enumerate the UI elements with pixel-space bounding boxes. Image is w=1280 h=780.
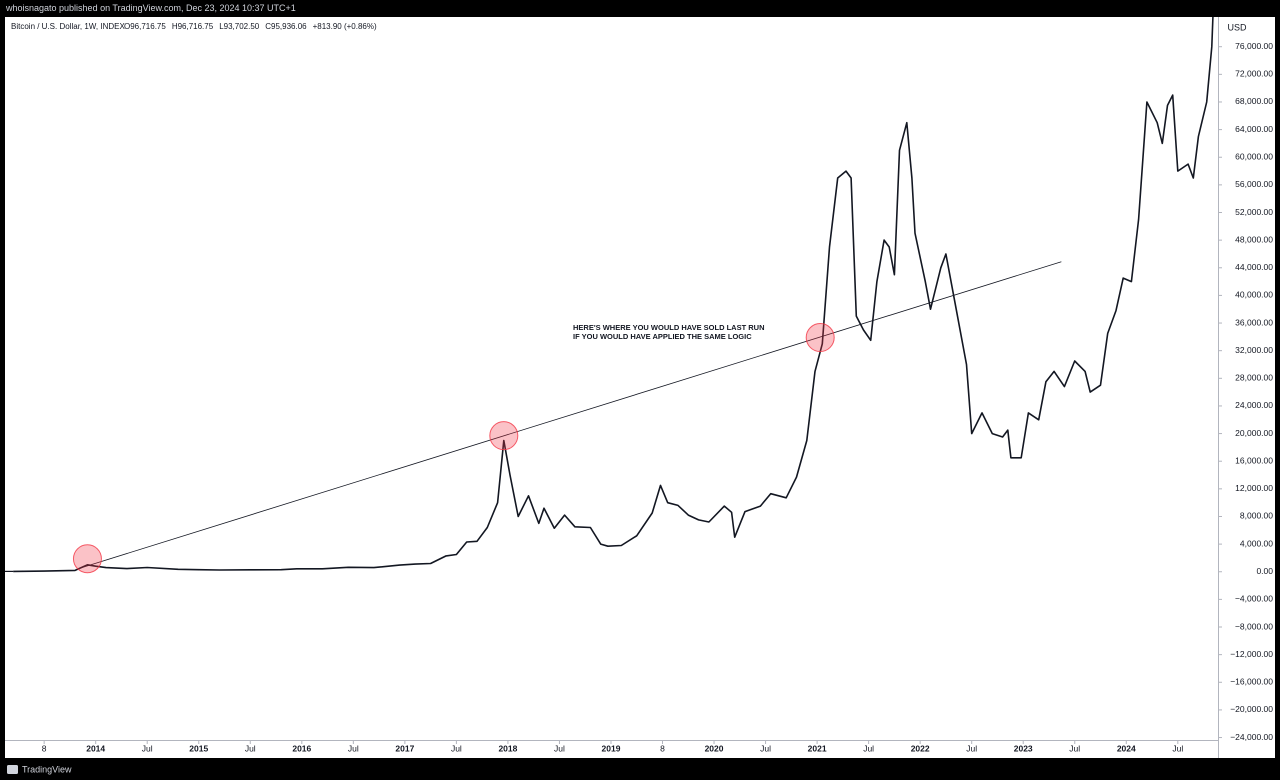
y-tick-label: −16,000.00 — [1230, 677, 1273, 687]
y-tick-label: 76,000.00 — [1235, 41, 1273, 51]
y-tick-label: 4,000.00 — [1240, 538, 1273, 548]
footer-logo: TradingView — [7, 764, 72, 774]
y-tick-label: 60,000.00 — [1235, 151, 1273, 161]
x-tick-label: Jul — [142, 743, 153, 753]
y-tick-label: 28,000.00 — [1235, 373, 1273, 383]
y-tick-label: −24,000.00 — [1230, 732, 1273, 742]
highlight-circle — [489, 421, 519, 451]
x-tick-label: 8 — [42, 743, 47, 753]
x-tick-label: Jul — [760, 743, 771, 753]
ohlc-value: H96,716.75 — [172, 22, 214, 31]
x-tick-label: 2016 — [292, 743, 311, 753]
y-tick-label: 52,000.00 — [1235, 207, 1273, 217]
y-tick-label: 8,000.00 — [1240, 511, 1273, 521]
x-tick-label: 2022 — [911, 743, 930, 753]
y-tick-label: −8,000.00 — [1235, 621, 1273, 631]
x-tick-label: 2019 — [602, 743, 621, 753]
ohlc-value: C95,936.06 — [265, 22, 307, 31]
axes: 76,000.00 72,000.00 68,000.00 64,000.00 60,0… — [42, 41, 1273, 753]
y-tick-label: −12,000.00 — [1230, 649, 1273, 659]
ohlc-value: +813.90 (+0.86%) — [313, 22, 377, 31]
x-tick-label: Jul — [966, 743, 977, 753]
x-tick-label: 2020 — [705, 743, 724, 753]
y-tick-label: 64,000.00 — [1235, 124, 1273, 134]
annotation-text: IF YOU WOULD HAVE APPLIED THE SAME LOGIC — [573, 332, 752, 341]
highlight-circle — [805, 323, 835, 353]
y-tick-label: 44,000.00 — [1235, 262, 1273, 272]
axis-unit: USD — [1227, 22, 1247, 32]
x-tick-label: Jul — [245, 743, 256, 753]
y-tick-label: 16,000.00 — [1235, 455, 1273, 465]
y-tick-label: 24,000.00 — [1235, 400, 1273, 410]
x-tick-label: Jul — [1172, 743, 1183, 753]
x-tick-label: 2015 — [189, 743, 208, 753]
logo-icon — [7, 765, 18, 774]
x-tick-label: Jul — [348, 743, 359, 753]
x-tick-label: 2017 — [395, 743, 414, 753]
symbol-legend: Bitcoin / U.S. Dollar, 1W, INDEX O96,716.… — [11, 22, 377, 31]
y-tick-label: 12,000.00 — [1235, 483, 1273, 493]
price-line — [13, 17, 1214, 573]
x-tick-label: Jul — [863, 743, 874, 753]
y-tick-label: 56,000.00 — [1235, 179, 1273, 189]
annotations: HERE'S WHERE YOU WOULD HAVE SOLD LAST RU… — [72, 261, 1062, 574]
x-tick-label: 2018 — [498, 743, 517, 753]
symbol-name: Bitcoin / U.S. Dollar, 1W, INDEX — [11, 22, 125, 31]
y-tick-label: 68,000.00 — [1235, 96, 1273, 106]
x-tick-label: 2024 — [1117, 743, 1136, 753]
plot-area — [5, 17, 1214, 573]
y-tick-label: 48,000.00 — [1235, 234, 1273, 244]
y-tick-label: 72,000.00 — [1235, 69, 1273, 79]
footer-brand: TradingView — [22, 764, 72, 774]
x-tick-label: 2014 — [86, 743, 105, 753]
publisher-line: whoisnagato published on TradingView.com… — [5, 3, 296, 13]
annotation-text: HERE'S WHERE YOU WOULD HAVE SOLD LAST RU… — [573, 323, 765, 332]
chart-panel — [5, 17, 1275, 758]
y-tick-label: 40,000.00 — [1235, 290, 1273, 300]
x-tick-label: Jul — [554, 743, 565, 753]
y-tick-label: 32,000.00 — [1235, 345, 1273, 355]
y-tick-label: 20,000.00 — [1235, 428, 1273, 438]
x-tick-label: Jul — [451, 743, 462, 753]
x-tick-label: 2021 — [808, 743, 827, 753]
trendline — [78, 261, 1062, 570]
ohlc-value: L93,702.50 — [219, 22, 260, 31]
x-tick-label: Jul — [1069, 743, 1080, 753]
y-tick-label: −4,000.00 — [1235, 594, 1273, 604]
y-tick-label: 0.00 — [1256, 566, 1273, 576]
y-tick-label: −20,000.00 — [1230, 704, 1273, 714]
x-tick-label: 2023 — [1014, 743, 1033, 753]
highlight-circle — [72, 544, 102, 574]
ohlc-value: O96,716.75 — [124, 22, 166, 31]
y-tick-label: 36,000.00 — [1235, 317, 1273, 327]
x-tick-label: 8 — [660, 743, 665, 753]
